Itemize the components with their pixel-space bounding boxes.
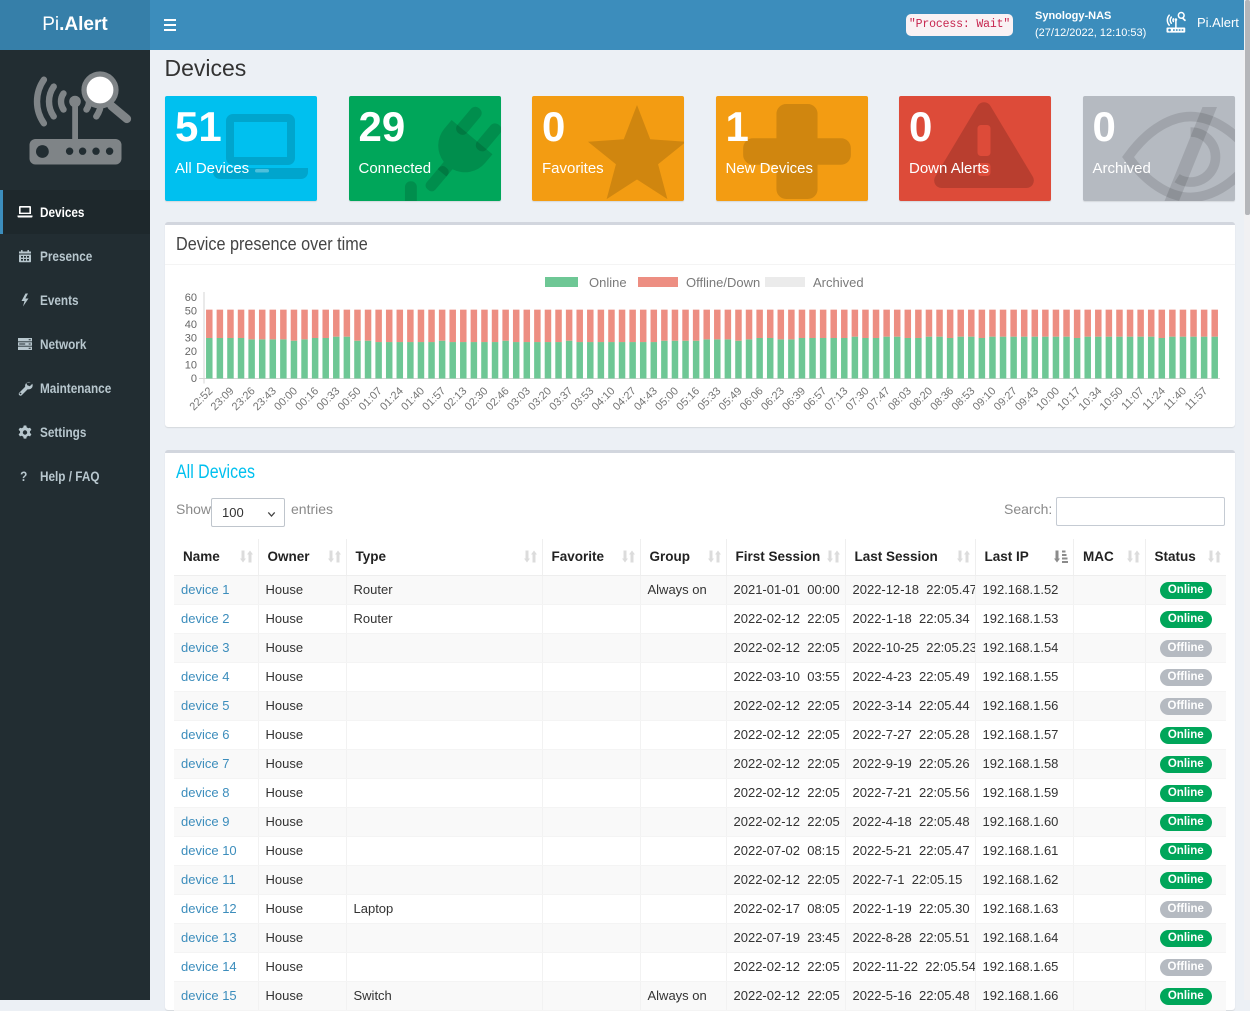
svg-text:0: 0	[191, 373, 197, 385]
svg-text:10:34: 10:34	[1076, 385, 1104, 413]
svg-text:10:17: 10:17	[1055, 385, 1083, 413]
svg-text:10: 10	[185, 360, 197, 372]
svg-text:00:16: 00:16	[293, 385, 321, 413]
svg-text:23:09: 23:09	[209, 385, 237, 413]
svg-text:03:20: 03:20	[526, 385, 554, 413]
svg-text:05:00: 05:00	[653, 385, 681, 413]
svg-text:22:52: 22:52	[187, 385, 215, 413]
svg-text:02:30: 02:30	[463, 385, 491, 413]
svg-text:04:10: 04:10	[590, 385, 618, 413]
svg-text:60: 60	[185, 292, 197, 304]
svg-text:05:33: 05:33	[695, 385, 723, 413]
svg-text:Offline/Down: Offline/Down	[686, 275, 760, 290]
svg-text:06:06: 06:06	[738, 385, 766, 413]
svg-text:08:20: 08:20	[907, 385, 935, 413]
svg-text:08:03: 08:03	[886, 385, 914, 413]
svg-text:07:47: 07:47	[865, 385, 893, 413]
svg-text:04:43: 04:43	[632, 385, 660, 413]
svg-text:Online: Online	[589, 275, 627, 290]
svg-text:05:16: 05:16	[674, 385, 702, 413]
svg-text:Archived: Archived	[813, 275, 864, 290]
svg-text:03:37: 03:37	[547, 385, 575, 413]
svg-text:11:57: 11:57	[1183, 385, 1210, 412]
svg-text:20: 20	[185, 346, 197, 358]
svg-text:11:24: 11:24	[1141, 385, 1168, 412]
svg-text:01:57: 01:57	[420, 385, 448, 413]
svg-text:03:53: 03:53	[568, 385, 596, 413]
svg-text:30: 30	[185, 333, 197, 345]
svg-text:01:40: 01:40	[399, 385, 427, 413]
svg-text:00:50: 00:50	[336, 385, 364, 413]
svg-text:23:43: 23:43	[251, 385, 279, 413]
svg-text:01:24: 01:24	[378, 385, 406, 413]
svg-text:08:36: 08:36	[928, 385, 956, 413]
svg-text:50: 50	[185, 306, 197, 318]
svg-text:06:23: 06:23	[759, 385, 787, 413]
svg-text:05:49: 05:49	[717, 385, 745, 413]
svg-text:03:03: 03:03	[505, 385, 533, 413]
svg-text:11:07: 11:07	[1119, 385, 1146, 412]
svg-text:08:53: 08:53	[949, 385, 977, 413]
svg-text:11:40: 11:40	[1162, 385, 1189, 412]
svg-text:00:33: 00:33	[314, 385, 342, 413]
svg-text:01:07: 01:07	[357, 385, 385, 413]
svg-text:10:50: 10:50	[1098, 385, 1126, 413]
svg-text:23:26: 23:26	[230, 385, 258, 413]
svg-text:06:57: 06:57	[801, 385, 829, 413]
svg-text:40: 40	[185, 319, 197, 331]
svg-text:02:46: 02:46	[484, 385, 512, 413]
svg-text:09:10: 09:10	[971, 385, 999, 413]
svg-text:07:13: 07:13	[822, 385, 850, 413]
svg-text:04:27: 04:27	[611, 385, 639, 413]
svg-text:09:27: 09:27	[992, 385, 1020, 413]
svg-text:10:00: 10:00	[1034, 385, 1062, 413]
svg-text:02:13: 02:13	[441, 385, 469, 413]
svg-text:00:00: 00:00	[272, 385, 300, 413]
svg-text:09:43: 09:43	[1013, 385, 1041, 413]
svg-text:07:30: 07:30	[844, 385, 872, 413]
svg-text:06:39: 06:39	[780, 385, 808, 413]
